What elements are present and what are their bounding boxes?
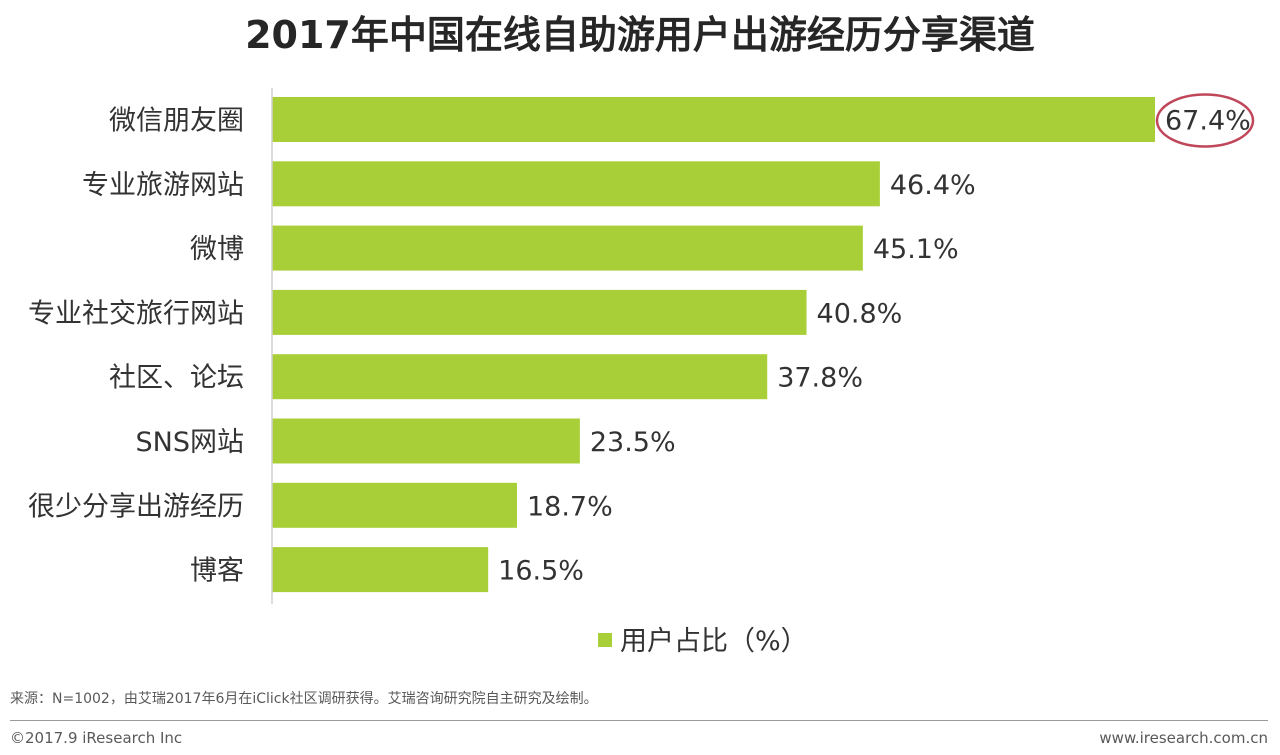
legend-swatch xyxy=(598,633,612,647)
source-note: 来源：N=1002，由艾瑞2017年6月在iClick社区调研获得。艾瑞咨询研究… xyxy=(10,691,598,707)
category-label: 微信朋友圈 xyxy=(109,106,244,137)
value-label: 40.8% xyxy=(817,298,903,329)
legend-label: 用户占比（%） xyxy=(620,626,808,657)
category-label: 专业社交旅行网站 xyxy=(28,298,244,329)
copyright-text: ©2017.9 iResearch Inc xyxy=(10,729,183,747)
highlight-ellipse xyxy=(1155,93,1255,148)
footer-divider xyxy=(10,720,1268,721)
value-label: 46.4% xyxy=(890,170,976,201)
chart-title: 2017年中国在线自助游用户出游经历分享渠道 xyxy=(245,13,1035,57)
category-label: 社区、论坛 xyxy=(109,363,244,394)
bar-5 xyxy=(272,418,580,464)
category-label: 专业旅游网站 xyxy=(82,170,244,201)
category-label: 很少分享出游经历 xyxy=(28,491,244,522)
bar-7 xyxy=(272,547,489,593)
bar-3 xyxy=(272,289,807,335)
value-label: 18.7% xyxy=(527,491,613,522)
bar-4 xyxy=(272,354,768,400)
legend: 用户占比（%） xyxy=(598,626,808,657)
value-label: 16.5% xyxy=(498,556,584,587)
value-label: 67.4% xyxy=(1165,106,1251,137)
category-label: 博客 xyxy=(190,556,244,587)
value-label: 45.1% xyxy=(873,234,959,265)
value-label: 23.5% xyxy=(590,427,676,458)
bar-1 xyxy=(272,161,880,207)
category-label: 微博 xyxy=(190,234,244,265)
bar-chart: 微信朋友圈 67.4% 专业旅游网站 46.4% 微博 45.1% 专业社交旅行网站 40.8… xyxy=(28,88,1255,657)
website-link[interactable]: www.iresearch.com.cn xyxy=(1099,729,1268,747)
bar-2 xyxy=(272,225,863,271)
bars-layer: 微信朋友圈 67.4% 专业旅游网站 46.4% 微博 45.1% 专业社交旅行网站 40.8… xyxy=(28,93,1255,593)
bar-0 xyxy=(272,97,1155,142)
bar-6 xyxy=(272,482,517,528)
value-label: 37.8% xyxy=(777,363,863,394)
category-label: SNS网站 xyxy=(136,427,244,458)
